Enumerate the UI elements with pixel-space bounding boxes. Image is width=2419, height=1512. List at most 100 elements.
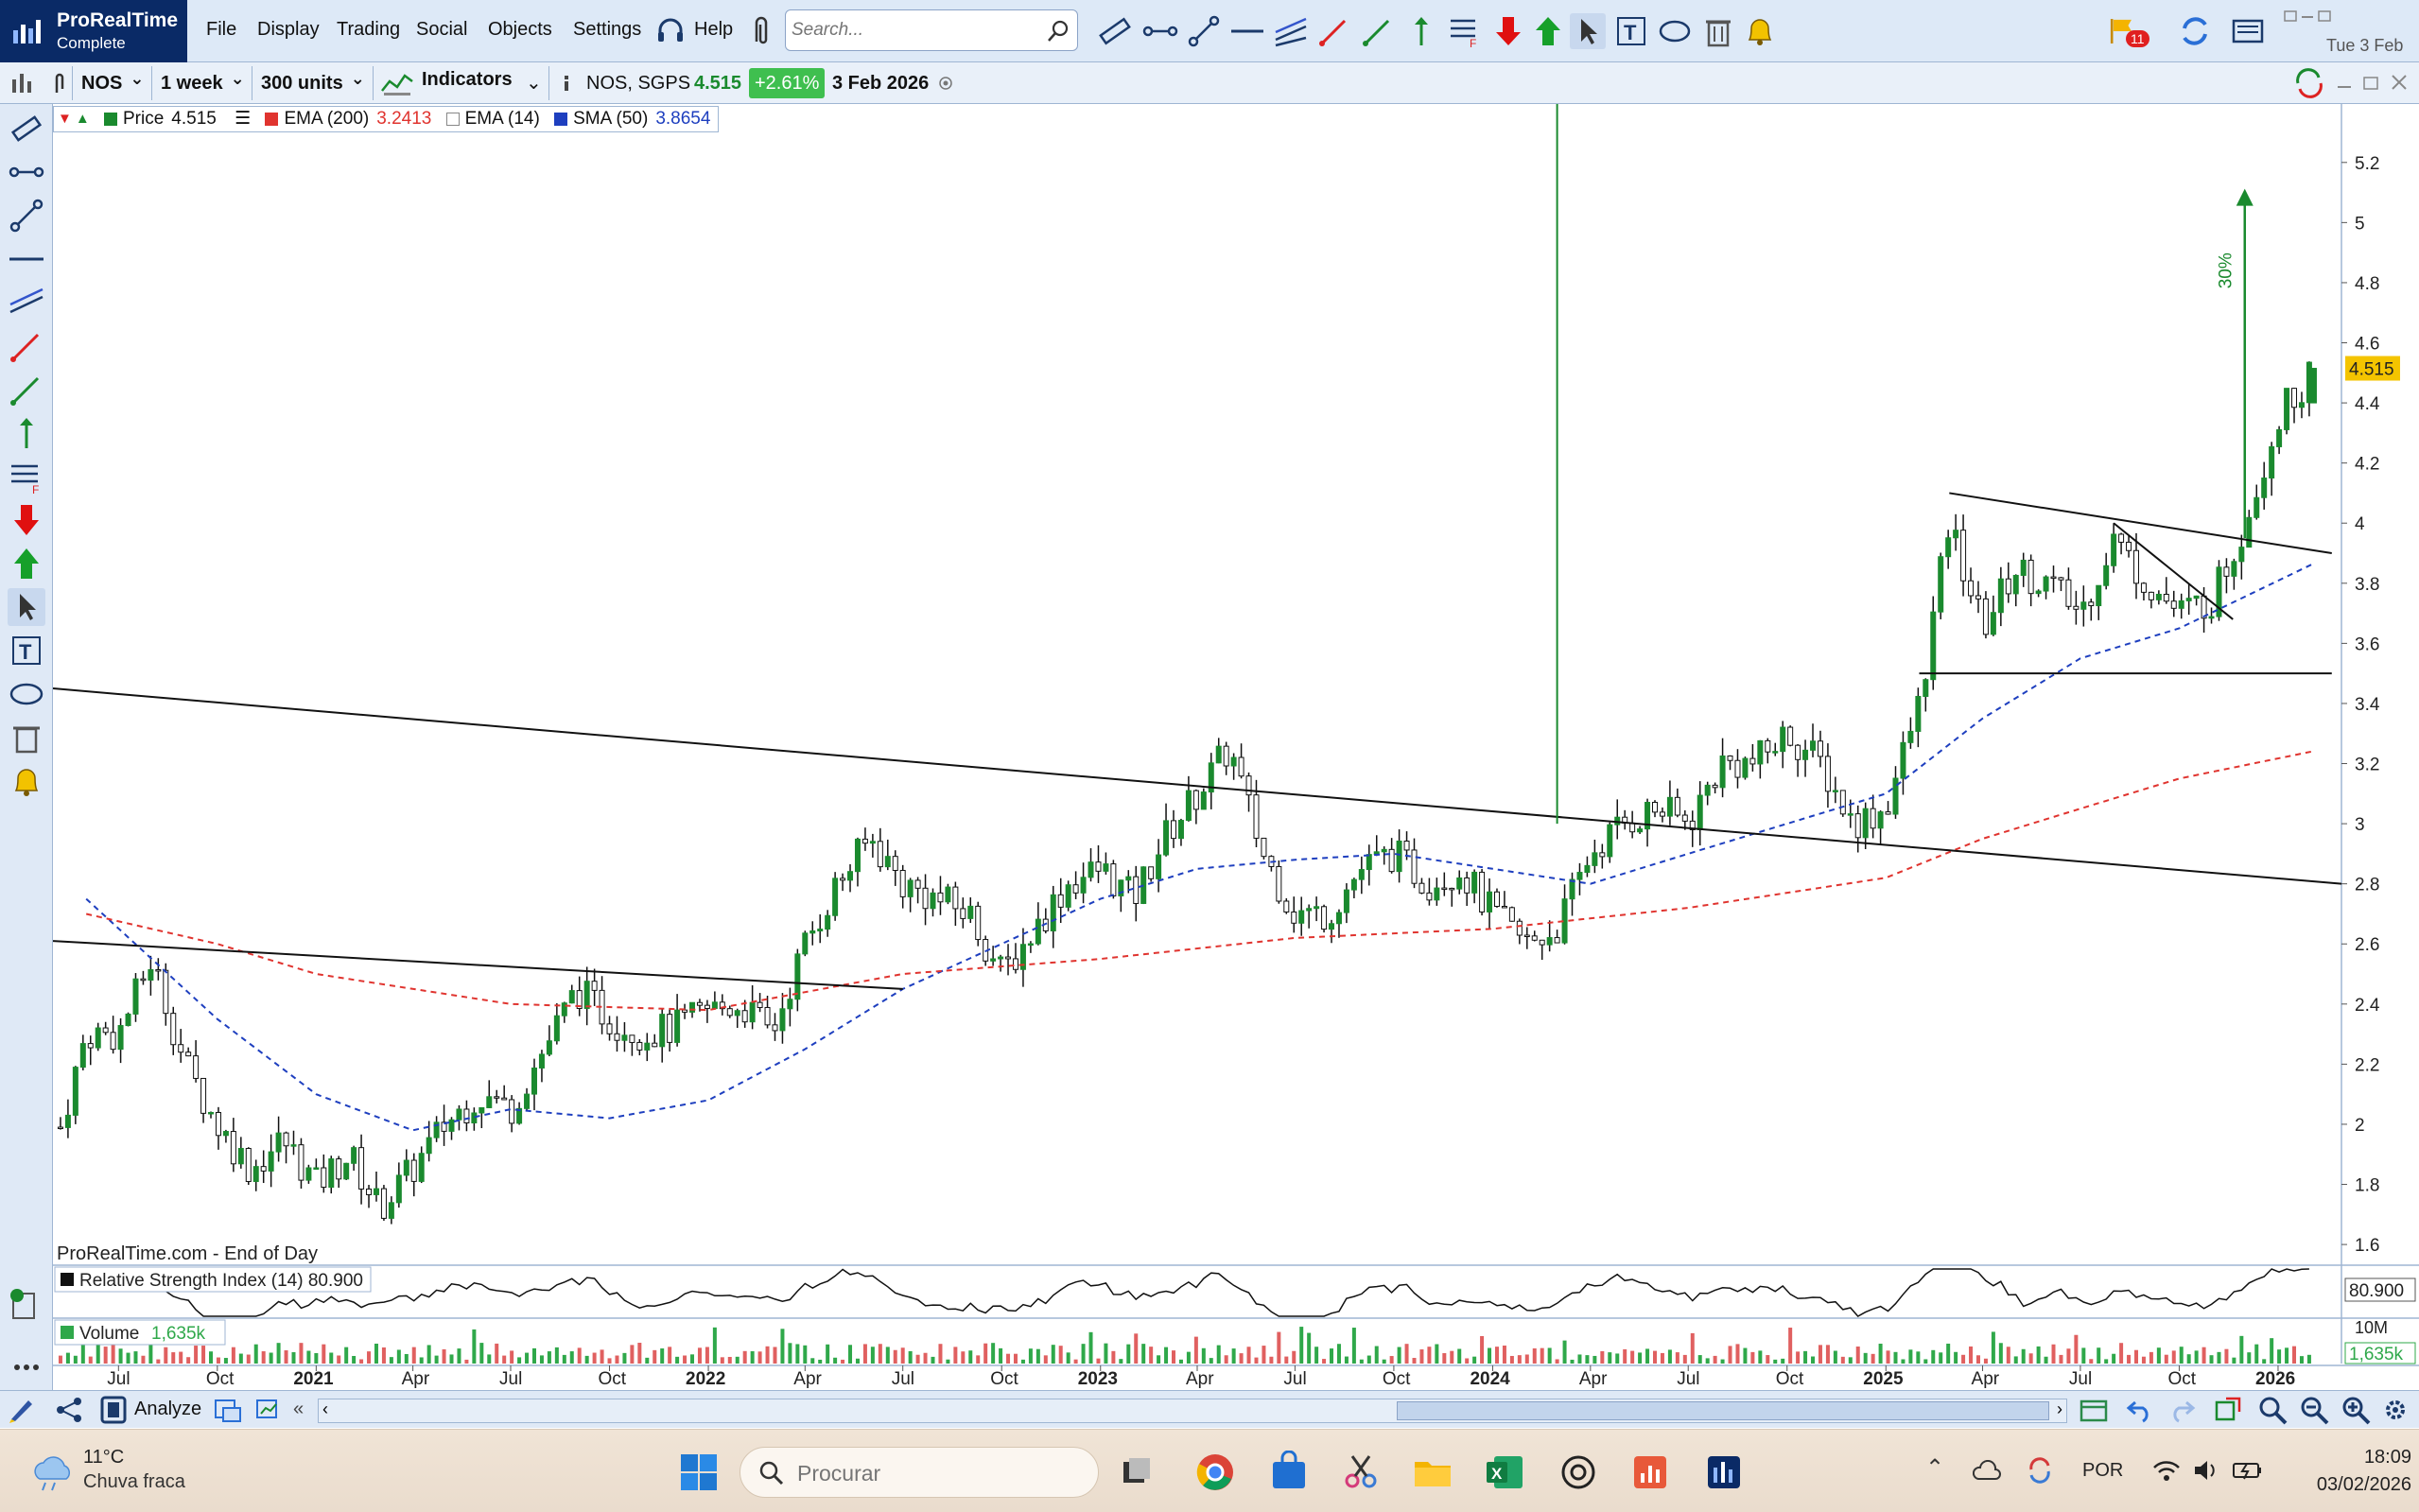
powerpoint-icon[interactable] [1628,1451,1672,1494]
keyboard-icon[interactable] [2230,13,2266,49]
indicators-dropdown[interactable]: ⌄ [526,73,542,94]
legend-ema200-label[interactable]: EMA (200) [284,109,370,129]
search-box[interactable] [785,9,1078,51]
scrollbar-thumb[interactable] [1397,1401,2049,1420]
fibonacci-icon[interactable]: F [1447,13,1483,49]
radio-icon[interactable] [938,76,953,91]
channel-icon[interactable] [8,284,45,322]
link-icon[interactable] [49,70,70,96]
channel-tool-icon[interactable] [1273,13,1309,49]
sell-arrow-icon[interactable] [1490,13,1526,49]
excel-icon[interactable]: X [1483,1451,1526,1494]
onedrive-icon[interactable] [1973,1460,2001,1483]
trash-icon[interactable] [1700,13,1736,49]
ruler-tool-icon[interactable] [8,110,45,148]
headset-icon[interactable] [654,13,687,49]
collapse-left-icon[interactable]: « [293,1399,305,1419]
chatgpt-icon[interactable] [1557,1451,1600,1494]
input-language[interactable]: POR [2082,1460,2124,1481]
trendline-tool-icon[interactable] [1186,13,1222,49]
file-explorer-icon[interactable] [1411,1451,1454,1494]
menu-display[interactable]: Display [257,19,320,40]
sell-arrow-tool-icon[interactable] [8,501,45,539]
window-controls-icon[interactable] [2283,6,2340,28]
share-icon[interactable] [55,1397,83,1423]
chrome-icon[interactable] [1193,1451,1237,1494]
legend-menu-icon[interactable]: ☰ [235,109,252,129]
search-icon[interactable] [1045,18,1071,44]
chart-window-controls-icon[interactable] [2334,72,2413,95]
vertical-arrow-icon[interactable] [1403,13,1439,49]
vertical-arrow-tool-icon[interactable] [8,414,45,452]
segment-tool-icon[interactable] [1142,13,1178,49]
ellipse-icon[interactable] [8,675,45,713]
sync-tray-icon[interactable] [2026,1456,2054,1485]
scroll-right-icon[interactable]: › [2057,1399,2062,1418]
delete-icon[interactable] [8,719,45,756]
menu-file[interactable]: File [206,19,237,40]
chart-windows-icon[interactable] [255,1399,284,1423]
windows-start-icon[interactable] [677,1451,721,1494]
legend-price-icon[interactable]: ▼ [58,111,72,127]
timeframe-selector[interactable]: 1 week [161,68,245,98]
menu-trading[interactable]: Trading [337,19,401,40]
battery-icon[interactable] [2232,1458,2264,1483]
horizontal-line-icon[interactable] [1229,13,1265,49]
volume-icon[interactable] [2192,1458,2220,1483]
store-icon[interactable] [1267,1451,1311,1494]
chart-canvas[interactable]: 1.6 1.8 2 2.2 2.4 2.6 2.8 3 3.2 3.4 3.6 3.8 4 4.2 4.4 4… [53,104,2419,1390]
zoom-in-icon[interactable] [2340,1395,2372,1425]
more-options-icon[interactable] [8,1348,45,1386]
alert-bell-icon[interactable] [1742,13,1778,49]
menu-social[interactable]: Social [416,19,468,40]
sync-icon[interactable] [2177,13,2213,49]
menu-settings[interactable]: Settings [573,19,642,40]
taskbar-search[interactable] [740,1447,1099,1498]
autoscale-icon[interactable] [2213,1395,2243,1423]
green-arrow-line-icon[interactable] [1360,13,1396,49]
ruler-icon[interactable] [1097,13,1133,49]
price-chart-area[interactable]: 1.6 1.8 2 2.2 2.4 2.6 2.8 3 3.2 3.4 3.6 3.8 4 4.2 4.4 4… [53,104,2419,1390]
pointer-tool-icon[interactable] [8,588,45,626]
info-icon[interactable] [558,74,575,93]
red-arrow-line-icon[interactable] [1316,13,1352,49]
redo-icon[interactable] [2167,1397,2196,1423]
legend-ema14-label[interactable]: EMA (14) [464,109,540,129]
legend-price-up-icon[interactable]: ▲ [75,111,90,127]
cursor-pointer-icon[interactable] [1570,13,1606,49]
text-icon[interactable]: T [8,632,45,669]
indicator-pane-icon[interactable] [8,1286,45,1324]
calendar-icon[interactable] [2079,1397,2109,1423]
green-line-icon[interactable] [8,371,45,408]
buy-arrow-tool-icon[interactable] [8,545,45,582]
search-input[interactable] [792,16,1037,44]
hline-icon[interactable] [8,240,45,278]
taskbar-search-input[interactable] [797,1459,1081,1487]
wifi-icon[interactable] [2152,1458,2181,1483]
zoom-fit-icon[interactable] [2256,1395,2288,1425]
ellipse-tool-icon[interactable] [1657,13,1693,49]
bell-icon[interactable] [8,762,45,800]
units-selector[interactable]: 300 units [261,68,365,98]
prorealtime-taskbar-icon[interactable] [1702,1451,1746,1494]
indicators-button[interactable]: Indicators [422,69,513,90]
menu-help[interactable]: Help [694,19,734,40]
menu-objects[interactable]: Objects [488,19,552,40]
trendline-icon[interactable] [8,197,45,235]
multi-chart-icon[interactable] [2292,68,2326,98]
notifications-flag-icon[interactable] [2107,13,2143,49]
indicators-icon[interactable] [380,68,414,98]
red-line-icon[interactable] [8,327,45,365]
task-view-icon[interactable] [1116,1451,1159,1494]
ticker-selector[interactable]: NOS [81,68,144,98]
snipping-tool-icon[interactable] [1339,1451,1383,1494]
chart-type-icon[interactable] [9,70,34,96]
legend-sma50-label[interactable]: SMA (50) [573,109,649,129]
horizontal-scrollbar[interactable]: ‹ › [318,1399,2067,1423]
taskbar-clock[interactable]: 18:09 03/02/2026 [2307,1447,2411,1496]
analyze-icon[interactable] [98,1395,129,1425]
undo-icon[interactable] [2126,1397,2154,1423]
scroll-left-icon[interactable]: ‹ [322,1399,328,1418]
fibonacci-tool-icon[interactable]: F [8,458,45,495]
buy-arrow-icon[interactable] [1530,13,1566,49]
